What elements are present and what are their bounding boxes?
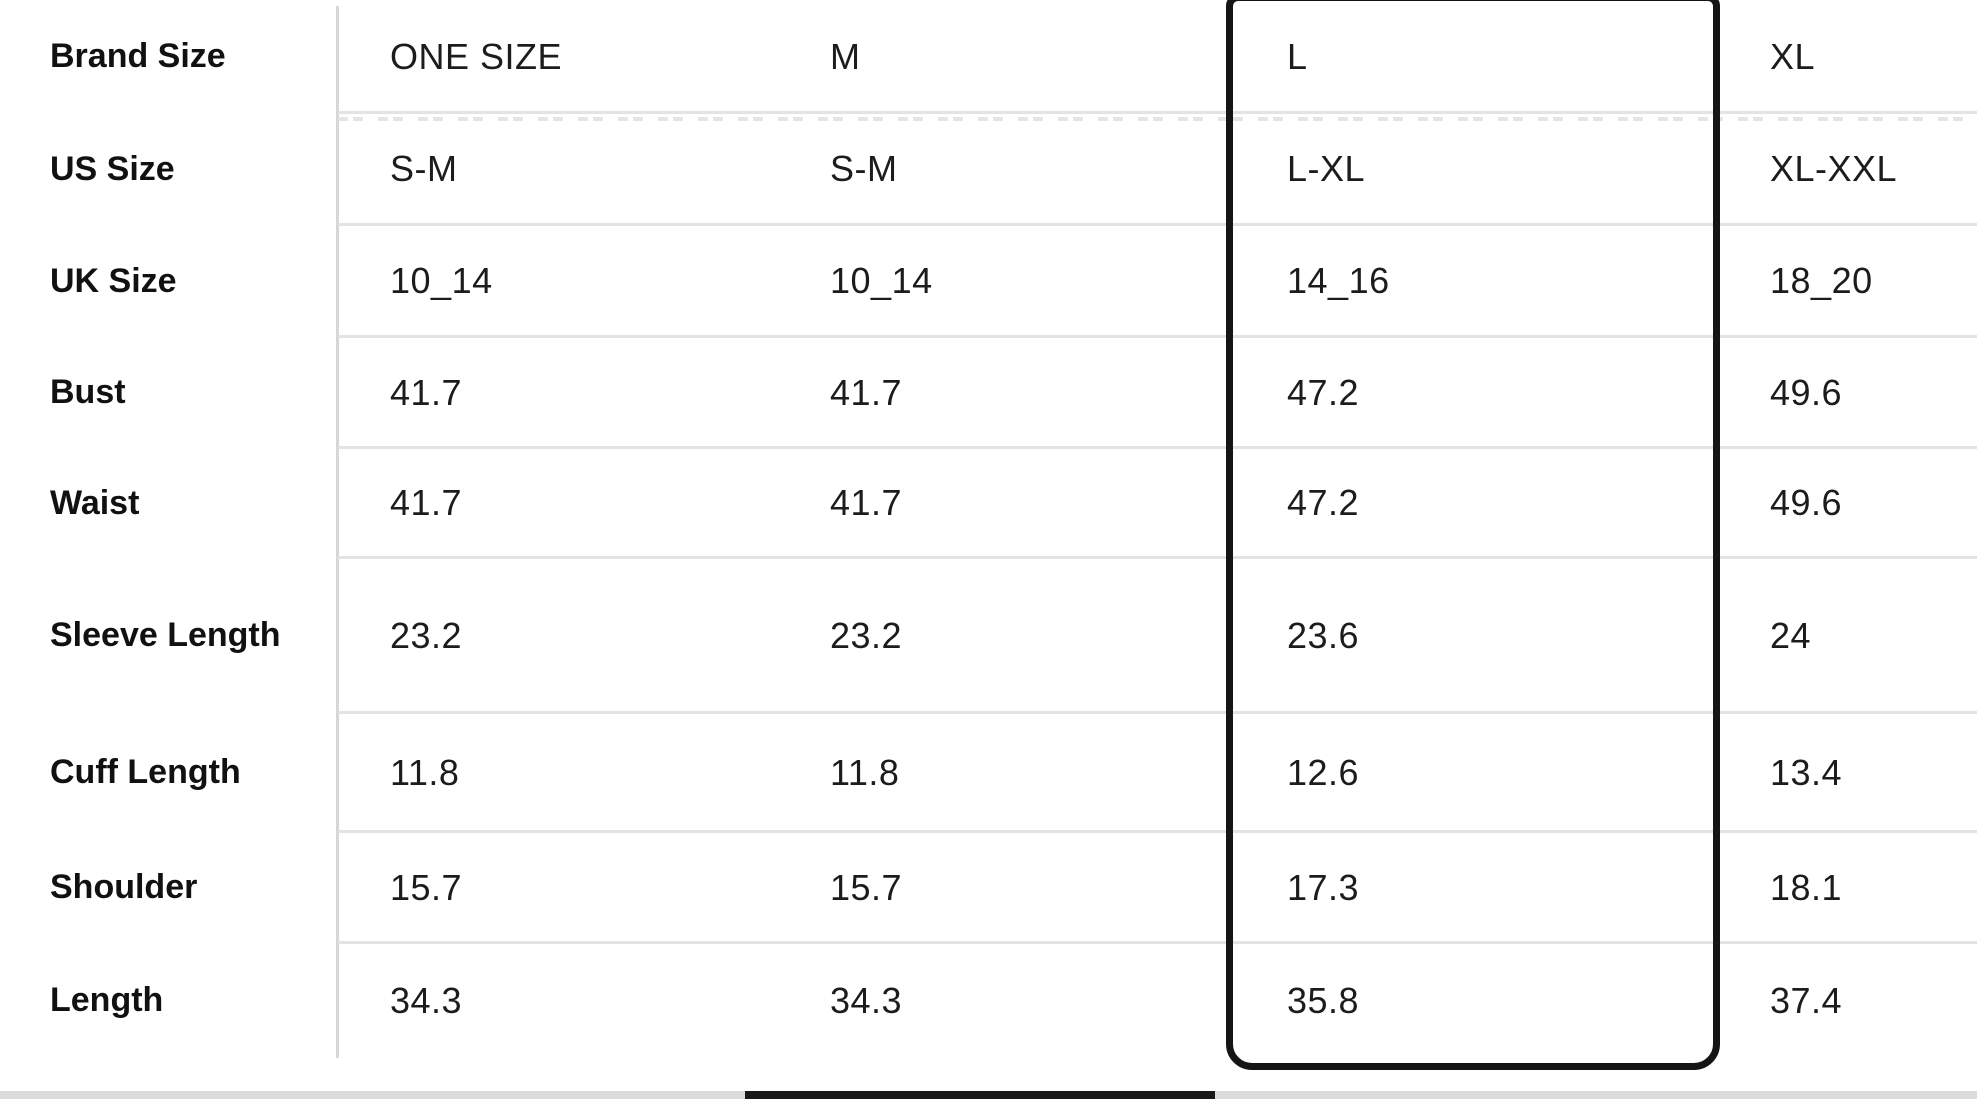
cell-bust-m: 41.7: [830, 371, 903, 413]
horizontal-scrollbar-track[interactable]: [0, 1091, 1977, 1099]
cell-length-m: 34.3: [830, 979, 903, 1021]
row-separator: [338, 223, 1977, 226]
cell-shoulder-xl: 18.1: [1770, 866, 1843, 908]
cell-uk-size-xl: 18_20: [1770, 260, 1873, 301]
row-label-brand-size: Brand Size: [50, 37, 226, 76]
row-label-cuff-length: Cuff Length: [50, 753, 241, 792]
cell-uk-size-one-size: 10_14: [390, 260, 493, 301]
cell-waist-xl: 49.6: [1770, 482, 1843, 523]
cell-cuff-length-one-size: 11.8: [390, 751, 460, 793]
cell-cuff-length-m: 11.8: [830, 751, 900, 793]
cell-us-size-one-size: S-M: [390, 148, 458, 189]
row-separator: [338, 556, 1977, 559]
row-label-shoulder: Shoulder: [50, 868, 198, 907]
row-separator: [338, 711, 1977, 714]
cell-bust-xl: 49.6: [1770, 371, 1843, 413]
cell-length-one-size: 34.3: [390, 979, 463, 1021]
size-option-m[interactable]: M: [830, 35, 861, 77]
size-chart-table: Brand Size ONE SIZE M L XL US Size S-M S…: [50, 35, 1898, 1021]
row-label-bust: Bust: [50, 373, 126, 412]
horizontal-scrollbar-thumb[interactable]: [745, 1091, 1215, 1099]
row-separator: [338, 111, 1977, 114]
cell-uk-size-m: 10_14: [830, 260, 933, 301]
row-label-uk-size: UK Size: [50, 261, 177, 300]
cell-shoulder-m: 15.7: [830, 866, 903, 908]
cell-sleeve-length-xl: 24: [1770, 614, 1812, 656]
cell-sleeve-length-one-size: 23.2: [390, 614, 463, 656]
cell-cuff-length-l: 12.6: [1287, 751, 1360, 793]
row-label-us-size: US Size: [50, 149, 175, 188]
cell-bust-one-size: 41.7: [390, 371, 463, 413]
row-separator: [338, 941, 1977, 944]
cell-sleeve-length-l: 23.6: [1287, 614, 1360, 656]
cell-bust-l: 47.2: [1287, 371, 1360, 413]
cell-waist-m: 41.7: [830, 482, 903, 523]
cell-waist-one-size: 41.7: [390, 482, 463, 523]
cell-shoulder-one-size: 15.7: [390, 866, 463, 908]
row-separator: [338, 446, 1977, 449]
row-separator: [338, 830, 1977, 833]
header-sticky-dashed-line: [338, 117, 1977, 121]
header-column-separator: [336, 6, 339, 1058]
cell-us-size-m: S-M: [830, 148, 898, 189]
size-option-one-size[interactable]: ONE SIZE: [390, 35, 563, 77]
cell-shoulder-l: 17.3: [1287, 866, 1360, 908]
row-separator: [338, 335, 1977, 338]
row-label-waist: Waist: [50, 483, 140, 522]
row-label-sleeve-length: Sleeve Length: [50, 616, 281, 655]
size-option-l[interactable]: L: [1287, 35, 1308, 77]
size-option-xl[interactable]: XL: [1770, 35, 1816, 77]
cell-us-size-l: L-XL: [1287, 148, 1366, 189]
cell-uk-size-l: 14_16: [1287, 260, 1390, 301]
cell-us-size-xl: XL-XXL: [1770, 148, 1898, 189]
cell-length-l: 35.8: [1287, 979, 1360, 1021]
cell-sleeve-length-m: 23.2: [830, 614, 903, 656]
cell-waist-l: 47.2: [1287, 482, 1360, 523]
row-label-length: Length: [50, 981, 164, 1020]
cell-cuff-length-xl: 13.4: [1770, 751, 1843, 793]
cell-length-xl: 37.4: [1770, 979, 1843, 1021]
